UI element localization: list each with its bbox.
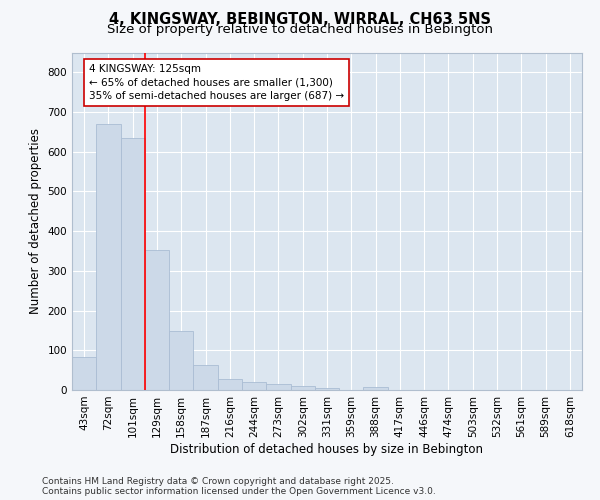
Bar xyxy=(169,331,193,390)
Text: 4 KINGSWAY: 125sqm
← 65% of detached houses are smaller (1,300)
35% of semi-deta: 4 KINGSWAY: 125sqm ← 65% of detached hou… xyxy=(89,64,344,101)
Bar xyxy=(121,138,145,390)
Text: Contains HM Land Registry data © Crown copyright and database right 2025.
Contai: Contains HM Land Registry data © Crown c… xyxy=(42,476,436,496)
Bar xyxy=(315,388,339,390)
Bar xyxy=(266,384,290,390)
Bar xyxy=(96,124,121,390)
X-axis label: Distribution of detached houses by size in Bebington: Distribution of detached houses by size … xyxy=(170,442,484,456)
Bar xyxy=(193,366,218,390)
Bar xyxy=(364,387,388,390)
Y-axis label: Number of detached properties: Number of detached properties xyxy=(29,128,42,314)
Text: Size of property relative to detached houses in Bebington: Size of property relative to detached ho… xyxy=(107,22,493,36)
Bar xyxy=(290,386,315,390)
Bar xyxy=(242,382,266,390)
Bar xyxy=(145,250,169,390)
Bar xyxy=(72,357,96,390)
Text: 4, KINGSWAY, BEBINGTON, WIRRAL, CH63 5NS: 4, KINGSWAY, BEBINGTON, WIRRAL, CH63 5NS xyxy=(109,12,491,28)
Bar xyxy=(218,380,242,390)
